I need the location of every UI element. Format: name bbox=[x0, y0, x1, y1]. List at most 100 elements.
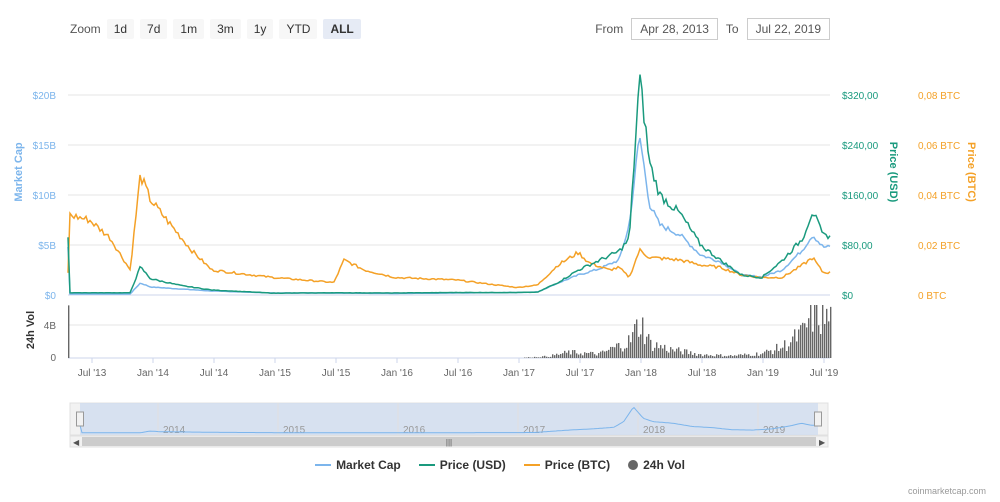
xtick-label: Jul '18 bbox=[688, 368, 717, 379]
volume-bar bbox=[814, 305, 816, 358]
zoom-3m-button[interactable]: 3m bbox=[210, 19, 241, 39]
navigator-series bbox=[79, 406, 818, 434]
zoom-1d-button[interactable]: 1d bbox=[106, 19, 135, 39]
volume-bar bbox=[660, 345, 662, 358]
volume-bar bbox=[580, 353, 582, 358]
volume-bar bbox=[656, 342, 658, 358]
volume-bar bbox=[548, 357, 550, 358]
zoom-7d-button[interactable]: 7d bbox=[140, 19, 168, 39]
volume-bar bbox=[646, 336, 648, 358]
credit-link[interactable]: coinmarketcap.com bbox=[907, 486, 986, 496]
volume-bar bbox=[612, 346, 614, 358]
zoom-all-button[interactable]: ALL bbox=[323, 19, 361, 39]
zoom-ytd-button[interactable]: YTD bbox=[279, 19, 318, 39]
volume-bar bbox=[572, 350, 574, 358]
volume-bar bbox=[758, 355, 760, 358]
to-date-input[interactable]: Jul 22, 2019 bbox=[746, 18, 830, 40]
volume-bar bbox=[828, 321, 830, 358]
volume-bar bbox=[592, 351, 594, 358]
from-date-input[interactable]: Apr 28, 2013 bbox=[631, 18, 718, 40]
ytick-price-usd: $240,00 bbox=[842, 141, 879, 152]
volume-bar bbox=[708, 355, 710, 358]
xtick-label: Jul '19 bbox=[810, 368, 839, 379]
ytick-market-cap: $20B bbox=[33, 91, 57, 102]
volume-bar bbox=[754, 355, 756, 358]
navigator-tick-label: 2018 bbox=[643, 425, 666, 436]
volume-bar bbox=[730, 355, 732, 358]
zoom-1m-button[interactable]: 1m bbox=[173, 19, 205, 39]
volume-bar bbox=[812, 331, 814, 358]
scrollbar-thumb[interactable] bbox=[82, 437, 816, 446]
volume-bar bbox=[628, 335, 630, 358]
volume-bar bbox=[666, 350, 668, 358]
series-price-btc-line bbox=[67, 174, 831, 289]
xtick-label: Jul '13 bbox=[78, 368, 107, 379]
xtick-label: Jan '18 bbox=[625, 368, 657, 379]
volume-bar bbox=[682, 354, 684, 358]
volume-bar bbox=[790, 342, 792, 358]
zoom-label: Zoom bbox=[70, 22, 101, 36]
volume-bar bbox=[536, 357, 538, 358]
navigator-tick-label: 2014 bbox=[163, 425, 186, 436]
volume-bar bbox=[614, 347, 616, 358]
legend-price-btc[interactable]: Price (BTC) bbox=[523, 458, 610, 472]
volume-bar bbox=[534, 356, 536, 358]
volume-bar bbox=[602, 350, 604, 358]
volume-bar bbox=[650, 339, 652, 358]
volume-bar bbox=[802, 322, 804, 358]
volume-bar bbox=[696, 355, 698, 358]
legend-volume[interactable]: 24h Vol bbox=[628, 458, 685, 472]
volume-bar bbox=[642, 317, 644, 358]
volume-bar bbox=[634, 324, 636, 358]
navigator-handle-right[interactable] bbox=[814, 411, 822, 427]
volume-bar bbox=[692, 354, 694, 358]
volume-bar bbox=[810, 305, 812, 358]
volume-bar bbox=[640, 334, 642, 358]
volume-bar bbox=[728, 355, 730, 358]
volume-bar bbox=[680, 351, 682, 358]
legend-volume-label: 24h Vol bbox=[643, 458, 685, 472]
legend-volume-swatch bbox=[628, 460, 639, 470]
volume-bar bbox=[540, 357, 542, 358]
volume-bar bbox=[824, 324, 826, 358]
series-price-usd-line bbox=[67, 74, 831, 294]
volume-bar bbox=[806, 327, 808, 358]
volume-bar bbox=[772, 354, 774, 358]
volume-bar bbox=[700, 354, 702, 358]
axis-title-volume: 24h Vol bbox=[25, 311, 37, 349]
navigator-tick-label: 2017 bbox=[523, 425, 546, 436]
navigator-handle-left[interactable] bbox=[76, 411, 84, 427]
volume-bar bbox=[632, 332, 634, 358]
volume-bar bbox=[678, 347, 680, 358]
legend-market-cap[interactable]: Market Cap bbox=[315, 458, 401, 472]
scroll-left-arrow-icon[interactable]: ◀ bbox=[73, 438, 80, 447]
series-lines bbox=[67, 74, 831, 295]
axis-title-price-usd: Price (USD) bbox=[887, 142, 899, 203]
volume-bar bbox=[554, 355, 556, 358]
volume-bar bbox=[718, 354, 720, 358]
volume-bar bbox=[636, 319, 638, 358]
volume-bar bbox=[798, 329, 800, 358]
volume-bar bbox=[552, 354, 554, 358]
navigator[interactable]: 2014 2015 2016 2017 2018 2019 ||| ◀ ▶ bbox=[69, 402, 829, 448]
date-range: From Apr 28, 2013 To Jul 22, 2019 bbox=[587, 18, 830, 40]
volume-bar bbox=[576, 353, 578, 358]
legend-price-usd[interactable]: Price (USD) bbox=[418, 458, 506, 472]
volume-bar bbox=[588, 352, 590, 358]
volume-bar bbox=[586, 352, 588, 358]
xtick-label: Jul '14 bbox=[200, 368, 229, 379]
volume-bar bbox=[558, 354, 560, 358]
ytick-price-usd: $160,00 bbox=[842, 191, 879, 202]
navigator-selection[interactable] bbox=[80, 403, 818, 435]
volume-bar bbox=[780, 348, 782, 358]
xtick-label: Jul '15 bbox=[322, 368, 351, 379]
volume-bar bbox=[684, 349, 686, 358]
volume-bar bbox=[590, 351, 592, 358]
scrollbar-grip-icon: ||| bbox=[446, 438, 452, 447]
volume-bar bbox=[738, 354, 740, 358]
xtick-label: Jan '17 bbox=[503, 368, 535, 379]
volume-bar bbox=[582, 355, 584, 358]
ytick-price-usd: $80,00 bbox=[842, 241, 873, 252]
scroll-right-arrow-icon[interactable]: ▶ bbox=[819, 438, 826, 447]
zoom-1y-button[interactable]: 1y bbox=[246, 19, 274, 39]
